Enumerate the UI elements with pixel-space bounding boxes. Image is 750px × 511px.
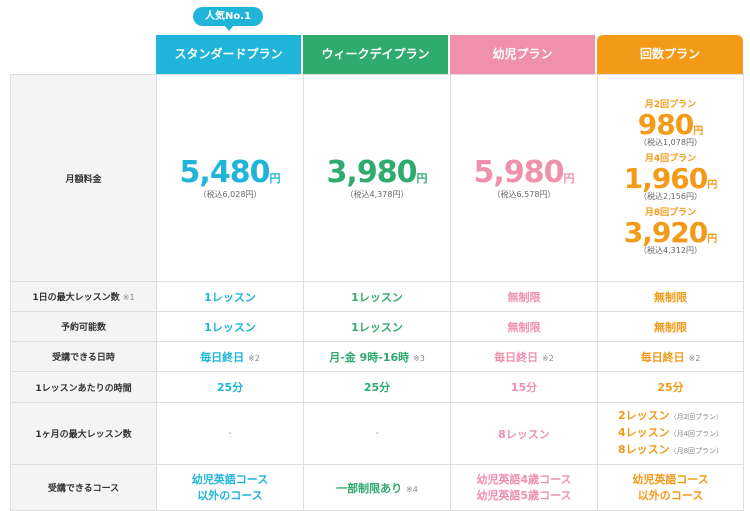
cell-count: 幼児英語コース 以外のコース (597, 464, 744, 511)
cell-count: 2レッスン（月2回プラン） 4レッスン（月4回プラン） 8レッスン（月8回プラン… (597, 402, 744, 465)
price-unit: 円 (269, 171, 281, 185)
cell-standard: - (156, 402, 304, 465)
cell-value: 4レッスン (617, 426, 670, 439)
plan-header-weekday: ウィークデイプラン (303, 35, 448, 74)
plan-header-count: 回数プラン (597, 35, 743, 74)
cell-standard: 1レッスン (156, 311, 304, 342)
cell-value: 2レッスン (617, 409, 670, 422)
row-label: 月額料金 (10, 74, 157, 282)
cell-value: 毎日終日 (200, 350, 245, 364)
price-unit: 円 (707, 234, 718, 245)
row-label-text: 1日の最大レッスン数 (32, 293, 120, 303)
note-mark: ※2 (688, 353, 701, 363)
price-unit: 円 (416, 171, 428, 185)
popular-badge: 人気No.1 (193, 7, 263, 31)
table-row-monthly-fee: 月額料金 5,480円 （税込6,028円） 3,980円 （税込4,378円）… (10, 74, 744, 282)
count-plan-name: 月2回プラン (644, 100, 697, 110)
cell-value: 月-金 9時-16時 (329, 350, 410, 364)
price-tax: （税込2,156円） (639, 192, 702, 201)
price-tax: （税込1,078円） (639, 138, 702, 147)
count-plan-4: 月4回プラン 1,960円 （税込2,156円） (598, 154, 743, 202)
note-mark: ※4 (406, 484, 418, 494)
table-row-courses: 受講できるコース 幼児英語コース 以外のコース 一部制限あり ※4 幼児英語4歳… (10, 464, 744, 511)
sub-note: （月4回プラン） (669, 430, 724, 438)
price-tax: （税込4,312円） (639, 246, 702, 255)
cell-kids: 無制限 (450, 311, 598, 342)
price-kids: 5,980円 （税込6,578円） (450, 74, 598, 282)
price-value: 5,980 (473, 154, 565, 190)
price-tax: （税込4,378円） (345, 189, 409, 199)
row-label: 受講できる日時 (10, 341, 157, 372)
price-unit: 円 (707, 180, 718, 191)
row-label: 予約可能数 (10, 311, 157, 342)
count-plan-8: 月8回プラン 3,920円 （税込4,312円） (598, 208, 743, 256)
cell-standard: 幼児英語コース 以外のコース (156, 464, 304, 511)
cell-count: 無制限 (597, 281, 744, 312)
table-row-schedule: 受講できる日時 毎日終日 ※2 月-金 9時-16時 ※3 毎日終日 ※2 毎日… (10, 341, 744, 372)
price-standard: 5,480円 （税込6,028円） (156, 74, 304, 282)
price-tax: （税込6,028円） (198, 189, 262, 199)
cell-line: 幼児英語コース (632, 472, 709, 486)
note-mark: ※1 (122, 293, 135, 302)
plan-header-kids: 幼児プラン (450, 35, 595, 74)
cell-kids: 15分 (450, 371, 598, 403)
cell-value: 毎日終日 (494, 350, 539, 364)
table-row-max-daily: 1日の最大レッスン数 ※1 1レッスン 1レッスン 無制限 無制限 (10, 281, 744, 312)
cell-weekday: 1レッスン (303, 311, 451, 342)
row-label: 1ヶ月の最大レッスン数 (10, 402, 157, 465)
price-value: 3,980 (326, 154, 418, 190)
cell-standard: 毎日終日 ※2 (156, 341, 304, 372)
price-unit: 円 (693, 126, 704, 137)
cell-kids: 8レッスン (450, 402, 598, 465)
count-line: 4レッスン（月4回プラン） (598, 425, 743, 442)
cell-value: 一部制限あり (336, 481, 403, 495)
price-value: 980 (637, 108, 694, 141)
row-label: 1レッスンあたりの時間 (10, 371, 157, 403)
cell-weekday: 1レッスン (303, 281, 451, 312)
cell-kids: 毎日終日 ※2 (450, 341, 598, 372)
cell-kids: 幼児英語4歳コース 幼児英語5歳コース (450, 464, 598, 511)
table-row-monthly-max: 1ヶ月の最大レッスン数 - - 8レッスン 2レッスン（月2回プラン） 4レッス… (10, 402, 744, 465)
note-mark: ※3 (412, 353, 425, 363)
cell-count: 25分 (597, 371, 744, 403)
count-line: 8レッスン（月8回プラン） (598, 442, 743, 459)
note-mark: ※2 (542, 353, 554, 363)
row-label: 1日の最大レッスン数 ※1 (10, 281, 157, 312)
count-plan-name: 月8回プラン (644, 208, 697, 218)
plan-comparison-table: 月額料金 5,480円 （税込6,028円） 3,980円 （税込4,378円）… (10, 74, 744, 511)
count-plan-name: 月4回プラン (644, 154, 697, 164)
cell-weekday: 25分 (303, 371, 451, 403)
price-count: 月2回プラン 980円 （税込1,078円） 月4回プラン 1,960円 （税込… (597, 74, 744, 282)
price-value: 1,960 (623, 162, 709, 195)
price-value: 3,920 (623, 216, 709, 249)
count-line: 2レッスン（月2回プラン） (598, 408, 743, 425)
note-mark: ※2 (248, 353, 260, 363)
cell-standard: 1レッスン (156, 281, 304, 312)
plan-header-standard: スタンダードプラン (156, 35, 301, 74)
cell-standard: 25分 (156, 371, 304, 403)
price-tax: （税込6,578円） (492, 189, 556, 199)
cell-line: 幼児英語4歳コース (476, 472, 572, 486)
sub-note: （月8回プラン） (669, 447, 724, 455)
cell-count: 無制限 (597, 311, 744, 342)
price-unit: 円 (563, 171, 575, 185)
cell-count: 毎日終日 ※2 (597, 341, 744, 372)
cell-line: 以外のコース (637, 488, 704, 502)
cell-weekday: - (303, 402, 451, 465)
table-row-duration: 1レッスンあたりの時間 25分 25分 15分 25分 (10, 371, 744, 403)
price-value: 5,480 (179, 154, 271, 190)
cell-value: 8レッスン (617, 443, 670, 456)
sub-note: （月2回プラン） (669, 413, 724, 421)
cell-line: 幼児英語5歳コース (476, 488, 572, 502)
cell-line: 以外のコース (197, 488, 263, 502)
table-row-booking: 予約可能数 1レッスン 1レッスン 無制限 無制限 (10, 311, 744, 342)
cell-weekday: 一部制限あり ※4 (303, 464, 451, 511)
cell-kids: 無制限 (450, 281, 598, 312)
count-plan-2: 月2回プラン 980円 （税込1,078円） (598, 100, 743, 148)
row-label: 受講できるコース (10, 464, 157, 511)
price-weekday: 3,980円 （税込4,378円） (303, 74, 451, 282)
cell-line: 幼児英語コース (191, 472, 269, 486)
cell-value: 毎日終日 (640, 350, 685, 364)
cell-weekday: 月-金 9時-16時 ※3 (303, 341, 451, 372)
